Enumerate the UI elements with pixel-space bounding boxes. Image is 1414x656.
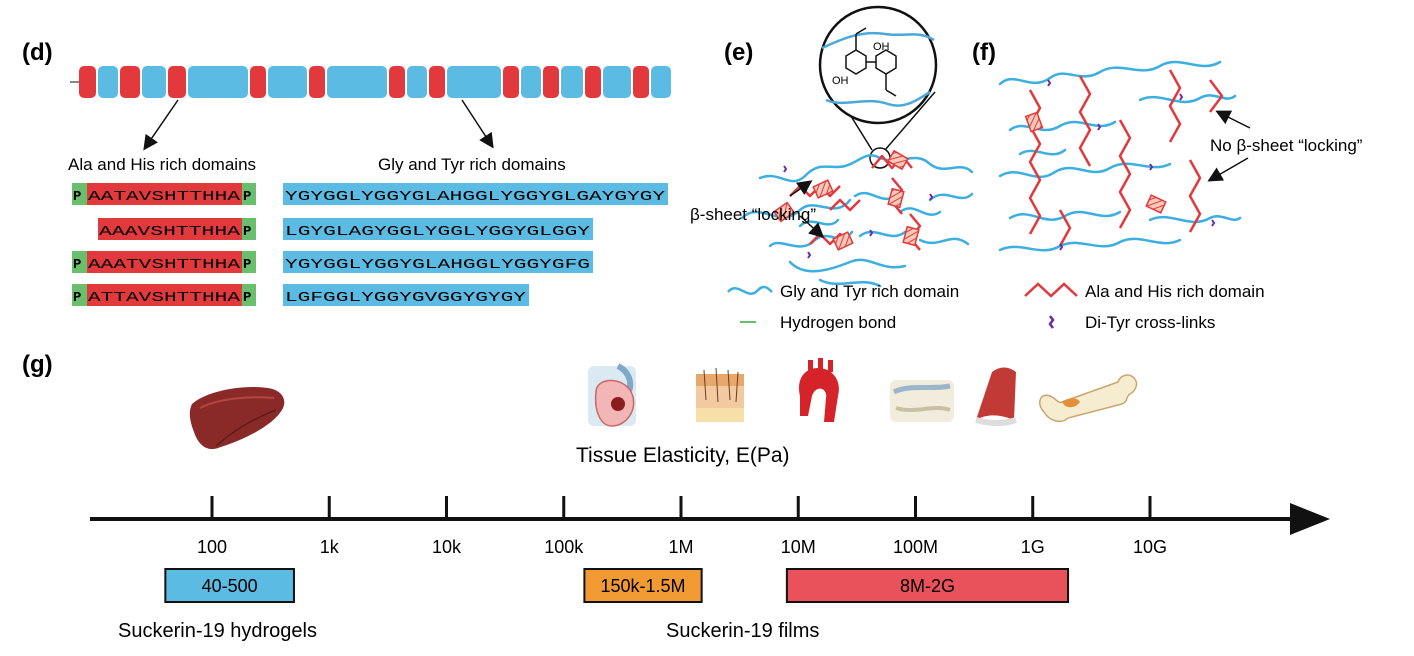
bone-icon xyxy=(1039,374,1138,423)
legend-hbond-label: Hydrogen bond xyxy=(780,313,896,332)
legend-gly-label: Gly and Tyr rich domain xyxy=(780,282,959,301)
chem-oh-bottom: OH xyxy=(832,75,849,87)
panel-label-d: (d) xyxy=(22,39,53,66)
range-bar xyxy=(164,568,295,603)
gly-domain-segment xyxy=(142,66,166,98)
cartilage-icon xyxy=(890,380,954,422)
axis-tick-label: 10k xyxy=(432,537,462,557)
gly-domains-label: Gly and Tyr rich domains xyxy=(378,155,566,174)
legend-ala-swatch xyxy=(1024,282,1078,298)
axis-tick-label: 100M xyxy=(893,537,938,557)
range-label: 150k-1.5M xyxy=(600,576,685,596)
range-bar xyxy=(785,568,1070,603)
gly-domain-pointer xyxy=(461,99,494,149)
domain-bar xyxy=(70,66,671,98)
ala-seq-2-core: AAAVSHTTHHA xyxy=(99,224,241,240)
ala-domain-segment xyxy=(168,66,186,98)
ala-domain-segment xyxy=(585,66,601,98)
elasticity-axis: 100 1k 10k 100k 1M 10M 100M 1G 10G xyxy=(90,496,1330,557)
gly-domain-segment xyxy=(447,66,501,98)
lung-icon xyxy=(588,363,636,427)
no-beta-sheet-locking-label: No β-sheet “locking” xyxy=(1210,136,1363,155)
ala-domain-segment xyxy=(633,66,649,98)
unlocked-network-illustration xyxy=(998,60,1251,252)
panel-label-f: (f) xyxy=(972,39,996,66)
ala-seq-4-pre: P xyxy=(73,290,81,306)
gly-seq-4: LGFGGLYGGYGVGGYGYGY xyxy=(285,290,527,306)
gly-seq-1: YGYGGLYGGYGLAHGGLYGGYGLGAYGYGY xyxy=(285,189,666,205)
ala-seq-4-post: P xyxy=(243,290,251,306)
axis-tick-label: 10G xyxy=(1133,537,1167,557)
legend-ala-label: Ala and His rich domain xyxy=(1085,282,1265,301)
muscle-icon xyxy=(975,367,1017,426)
gly-sequence-list: YGYGGLYGGYGLAHGGLYGGYGLGAYGYGY LGYGLAGYG… xyxy=(283,183,668,306)
ala-seq-3-pre: P xyxy=(73,257,81,273)
gly-seq-2: LGYGLAGYGGLYGGLYGGYGLGGY xyxy=(285,224,591,240)
legend-ditype-swatch xyxy=(1048,315,1055,329)
ala-domain-segment xyxy=(543,66,559,98)
gly-seq-3: YGYGGLYGGYGLAHGGLYGGYGFG xyxy=(285,257,590,273)
axis-tick-label: 1M xyxy=(668,537,693,557)
ala-sequence-list: P AATAVSHTTHHA P AAAVSHTTHHA P P AAATVSH… xyxy=(72,183,256,306)
axis-tick-label: 1G xyxy=(1021,537,1045,557)
ala-domain-segment xyxy=(389,66,405,98)
aorta-icon xyxy=(798,358,839,422)
gly-domain-segment xyxy=(407,66,427,98)
ala-seq-3-core: AAATVSHTTHHA xyxy=(88,257,241,273)
range-bars: 40-500 150k-1.5M 8M-2G xyxy=(164,568,1070,603)
gly-domain-segment xyxy=(603,66,631,98)
axis-tick-label: 100 xyxy=(197,537,227,557)
ala-seq-2-post: P xyxy=(243,224,251,240)
panel-label-e: (e) xyxy=(724,39,753,66)
axis-tick-label: 10M xyxy=(781,537,816,557)
axis-tick-label: 1k xyxy=(320,537,340,557)
magnifier-circle xyxy=(818,5,938,125)
scale-title: Tissue Elasticity, E(Pa) xyxy=(576,444,790,467)
gly-domain-segment xyxy=(561,66,583,98)
ala-domain-segment xyxy=(429,66,445,98)
range-label: 40-500 xyxy=(202,576,258,596)
ala-domain-segment xyxy=(120,66,140,98)
axis-tick-label: 100k xyxy=(544,537,584,557)
gly-domain-segment xyxy=(188,66,248,98)
caption-hydrogels: Suckerin-19 hydrogels xyxy=(118,620,317,642)
ala-domains-label: Ala and His rich domains xyxy=(68,155,256,174)
liver-icon xyxy=(189,386,285,450)
gly-domain-segment xyxy=(651,66,671,98)
ala-seq-1-pre: P xyxy=(73,189,81,205)
ala-domain-segment xyxy=(309,66,325,98)
ala-seq-3-post: P xyxy=(243,257,251,273)
skin-icon xyxy=(696,367,744,422)
range-label: 8M-2G xyxy=(900,576,955,596)
ala-domain-segment xyxy=(79,66,96,98)
chem-oh-top: OH xyxy=(873,41,890,53)
ala-domain-segment xyxy=(503,66,519,98)
ala-domain-segment xyxy=(250,66,266,98)
legend-gly-swatch xyxy=(727,285,773,295)
gly-domain-segment xyxy=(327,66,387,98)
caption-films: Suckerin-19 films xyxy=(666,620,819,642)
ala-seq-1-core: AATAVSHTTHHA xyxy=(88,189,241,205)
range-bar xyxy=(583,568,703,603)
ala-domain-pointer xyxy=(143,99,179,151)
ala-seq-1-post: P xyxy=(243,189,251,205)
beta-sheet-locking-label: β-sheet “locking” xyxy=(690,205,816,224)
legend-ditype-label: Di-Tyr cross-links xyxy=(1085,313,1215,332)
gly-domain-segment xyxy=(521,66,541,98)
ala-seq-4-core: ATTAVSHTTHHA xyxy=(88,290,241,306)
legend: Gly and Tyr rich domain Ala and His rich… xyxy=(727,282,1265,332)
gly-domain-segment xyxy=(98,66,118,98)
gly-domain-segment xyxy=(268,66,307,98)
panel-label-g: (g) xyxy=(22,351,53,378)
locked-network-illustration: OH OH xyxy=(740,5,974,288)
